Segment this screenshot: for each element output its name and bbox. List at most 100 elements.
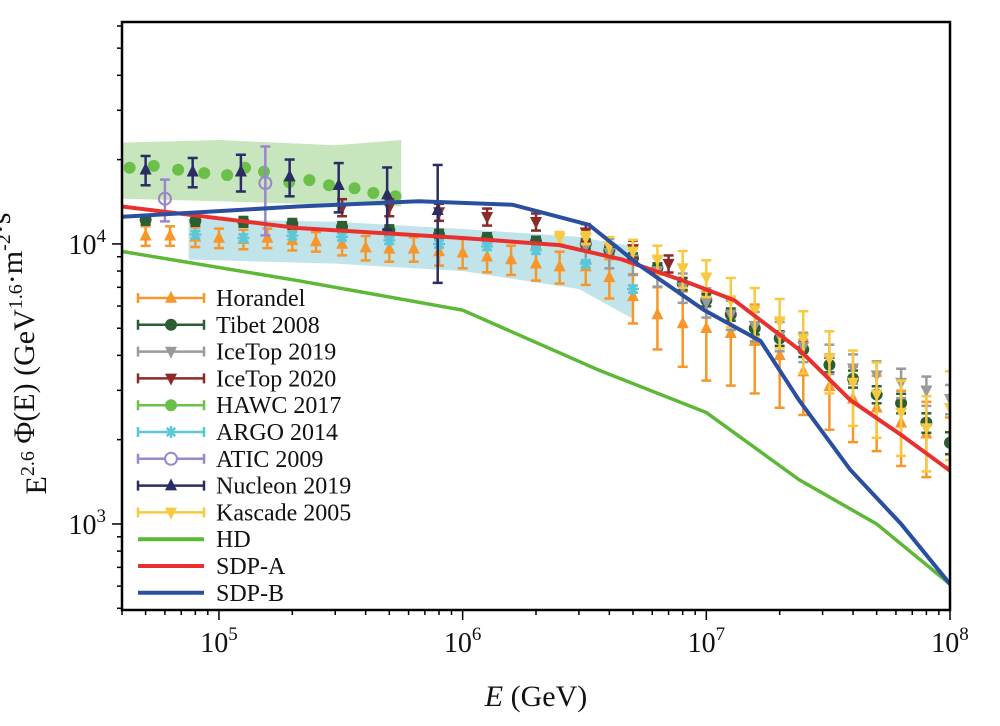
asterisk-stroke bbox=[190, 229, 201, 240]
ylabel-text: ·m bbox=[0, 251, 29, 284]
legend-item-horandel: Horandel bbox=[136, 286, 306, 312]
data-point bbox=[553, 259, 566, 272]
data-point bbox=[603, 270, 616, 283]
legend-label: HD bbox=[216, 527, 251, 553]
asterisk-stroke bbox=[287, 230, 298, 241]
ylabel-text: E bbox=[20, 476, 53, 494]
ylabel-sup: 2.6 bbox=[17, 451, 39, 476]
data-point bbox=[456, 245, 469, 258]
data-point bbox=[895, 407, 908, 420]
legend-label: Horandel bbox=[216, 286, 306, 312]
legend-marker bbox=[165, 373, 177, 386]
asterisk-stroke bbox=[482, 241, 493, 252]
legend-label: ATIC 2009 bbox=[216, 447, 323, 473]
legend-marker bbox=[165, 346, 177, 359]
asterisk-stroke bbox=[530, 245, 542, 256]
series-line-sdp-b bbox=[122, 199, 950, 586]
y-tick-label: 103 bbox=[69, 506, 107, 541]
data-point bbox=[383, 241, 396, 254]
x-tick-label: 107 bbox=[688, 624, 726, 659]
data-point bbox=[505, 252, 518, 265]
data-point bbox=[773, 348, 786, 361]
tick-base: 10 bbox=[444, 628, 472, 659]
legend-label: SDP-B bbox=[216, 581, 284, 607]
data-point bbox=[530, 216, 542, 229]
tick-base: 10 bbox=[69, 230, 97, 261]
tick-exp: 8 bbox=[959, 624, 969, 645]
tick-exp: 5 bbox=[228, 624, 238, 645]
data-point bbox=[773, 316, 786, 329]
data-point bbox=[662, 258, 675, 271]
asterisk-stroke bbox=[165, 426, 177, 438]
data-point bbox=[626, 246, 639, 259]
asterisk-stroke bbox=[580, 258, 591, 269]
legend-marker bbox=[165, 318, 177, 331]
data-point bbox=[359, 240, 372, 253]
legend-marker bbox=[165, 426, 177, 438]
data-point bbox=[579, 257, 592, 270]
asterisk-stroke bbox=[336, 231, 348, 242]
legend-marker bbox=[164, 451, 178, 466]
x-tick-label: 108 bbox=[931, 624, 969, 659]
data-point bbox=[212, 230, 225, 243]
data-point bbox=[336, 230, 349, 243]
legend-label: ARGO 2014 bbox=[216, 420, 338, 446]
xlabel-symbol: E bbox=[484, 680, 503, 713]
tick-exp: 7 bbox=[716, 624, 726, 645]
data-point bbox=[283, 169, 296, 182]
legend-label: IceTop 2020 bbox=[216, 366, 336, 392]
data-point bbox=[303, 174, 316, 187]
legend-item-kascade-2005: Kascade 2005 bbox=[136, 500, 351, 526]
data-point bbox=[139, 162, 152, 175]
data-point bbox=[870, 389, 883, 402]
ylabel-text: ·sr bbox=[0, 164, 5, 196]
data-point bbox=[323, 179, 336, 192]
y-tick-label: 104 bbox=[69, 226, 107, 261]
data-point bbox=[553, 233, 566, 246]
series-kascade-2005 bbox=[553, 230, 950, 473]
data-point bbox=[724, 325, 737, 338]
legend-item-icetop-2020: IceTop 2020 bbox=[136, 366, 336, 392]
data-point bbox=[286, 229, 299, 242]
legend-item-sdp-a: SDP-A bbox=[138, 554, 286, 580]
legend-item-hd: HD bbox=[138, 527, 251, 553]
tick-base: 10 bbox=[688, 628, 716, 659]
legend-item-argo-2014: ARGO 2014 bbox=[136, 420, 338, 446]
data-point bbox=[198, 167, 211, 180]
legend-marker bbox=[165, 399, 177, 412]
data-point bbox=[823, 353, 836, 366]
ylabel-text: Φ(E) (GeV bbox=[8, 309, 41, 451]
data-point bbox=[626, 283, 639, 296]
legend-item-sdp-b: SDP-B bbox=[138, 581, 284, 607]
legend-label: IceTop 2019 bbox=[216, 340, 336, 366]
x-tick-label: 105 bbox=[200, 624, 238, 659]
ylabel-sup: -2 bbox=[0, 234, 15, 251]
data-point bbox=[748, 305, 761, 318]
data-point bbox=[530, 256, 542, 269]
data-point bbox=[651, 254, 664, 267]
legend-label: Tibet 2008 bbox=[216, 313, 320, 339]
legend-item-atic-2009: ATIC 2009 bbox=[136, 447, 323, 473]
data-point bbox=[258, 176, 273, 191]
data-point bbox=[261, 230, 274, 243]
data-point bbox=[481, 211, 494, 224]
data-point bbox=[700, 297, 713, 310]
series-line-sdp-a bbox=[122, 204, 950, 473]
data-point bbox=[367, 186, 380, 199]
ylabel-text: ·s bbox=[0, 213, 17, 235]
asterisk-stroke bbox=[433, 238, 445, 250]
legend-marker bbox=[165, 290, 177, 303]
data-point bbox=[234, 164, 247, 177]
tick-base: 10 bbox=[931, 628, 959, 659]
tick-exp: 4 bbox=[97, 226, 107, 247]
data-point bbox=[139, 228, 152, 241]
data-point bbox=[700, 321, 713, 334]
tick-base: 10 bbox=[69, 510, 97, 541]
data-point bbox=[920, 385, 933, 398]
asterisk-stroke bbox=[238, 232, 249, 244]
legend-item-icetop-2019: IceTop 2019 bbox=[136, 340, 336, 366]
legend-label: Kascade 2005 bbox=[216, 500, 351, 526]
data-point bbox=[147, 159, 160, 172]
